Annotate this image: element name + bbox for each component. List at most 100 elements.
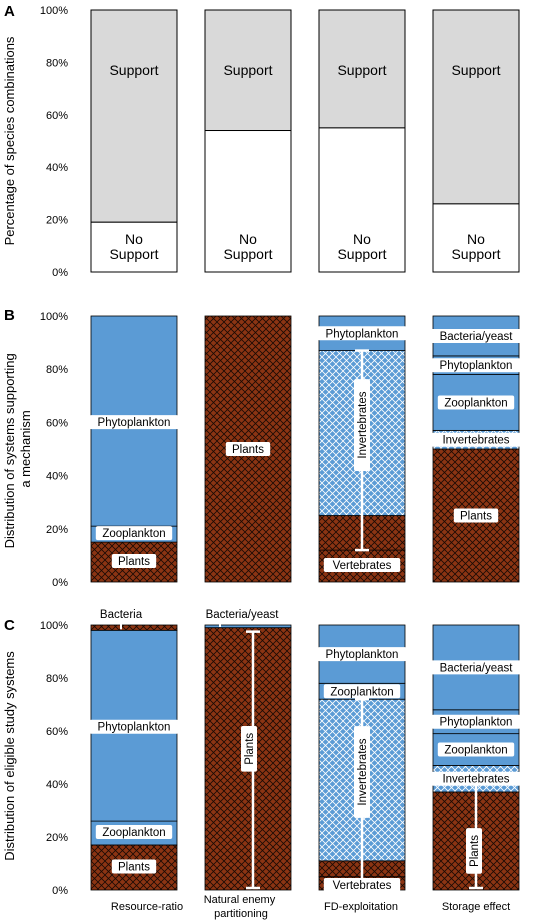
segment-label: Bacteria/yeast [440, 331, 514, 343]
segment-label: Phytoplankton [440, 717, 513, 729]
segment-label: Plants [118, 556, 150, 568]
segment-label: Zooplankton [330, 686, 393, 698]
segment-label-bg [453, 508, 499, 523]
segment-label: Phytoplankton [326, 328, 399, 340]
segment-label: Plants [469, 835, 481, 867]
plot-layer: 0% 20% 40% 60% 80% 100% 0% 20% 40% 60% 80% 100% 0% 20… [40, 5, 524, 897]
bar-no-support [318, 127, 406, 273]
segment-label-bg [431, 771, 521, 786]
bar-support [432, 9, 520, 205]
y-tick-label: 40% [46, 162, 68, 174]
y-axis-label-c: Distribution of eligible study systems [2, 651, 17, 861]
y-tick-label: 100% [40, 5, 68, 17]
y-tick-label: 60% [46, 417, 68, 429]
segment-label-bg [431, 714, 521, 729]
bar-support [318, 9, 406, 129]
bar-no-support [432, 203, 520, 273]
bar-label-support: Support [451, 62, 500, 78]
segment-label-bg [437, 742, 515, 757]
y-tick-label: 20% [46, 832, 68, 844]
segment-label: Vertebrates [333, 880, 392, 892]
y-tick-label: 0% [52, 577, 68, 589]
y-tick-label: 0% [52, 885, 68, 897]
segment-label-bg [317, 326, 407, 341]
segment-label: Bacteria [100, 609, 143, 621]
segment-label-bg [89, 415, 179, 430]
segment-label-bg [428, 328, 524, 343]
segment-label: Zooplankton [102, 528, 165, 540]
x-category-natural-enemy: Natural enemy partitioning [204, 894, 279, 920]
y-axis-label-a: Percentage of species combinations [2, 36, 17, 245]
y-tick-label: 100% [40, 620, 68, 632]
segment-label-bg [437, 395, 515, 410]
bar-label-no-support: No Support [337, 231, 386, 262]
segment-label-bg [323, 684, 401, 699]
panel-letter-a: A [4, 3, 15, 20]
segment-label-bg [89, 719, 179, 734]
segment-label-bg [354, 379, 370, 471]
segment-label: Plants [232, 444, 264, 456]
segment-label-bg [323, 878, 401, 892]
segment-label-bg [466, 828, 482, 874]
x-category-fd-exploitation: FD-exploitation [324, 901, 398, 913]
segment-label-bg [241, 726, 257, 772]
y-tick-label: 100% [40, 311, 68, 323]
bar-segment [204, 624, 292, 629]
bar-label-no-support: No Support [109, 231, 158, 262]
segment-label-bg [431, 432, 521, 447]
segment-label: Plants [460, 511, 492, 523]
segment-label: Plants [118, 861, 150, 873]
segment-label: Phytoplankton [98, 722, 171, 734]
segment-label-bg [92, 607, 150, 621]
segment-label-bg [323, 558, 401, 572]
bar-label-no-support: No Support [223, 231, 272, 262]
bar-label-support: Support [109, 62, 158, 78]
segment-label: Invertebrates [357, 391, 369, 458]
segment-label: Invertebrates [357, 738, 369, 805]
segment-label: Bacteria/yeast [206, 609, 280, 621]
segment-label-bg [111, 554, 157, 569]
segment-label: Plants [244, 733, 256, 765]
segment-label-bg [428, 660, 524, 675]
segment-label: Invertebrates [442, 435, 509, 447]
y-tick-label: 40% [46, 779, 68, 791]
segment-label: Zooplankton [444, 397, 507, 409]
segment-label-bg [317, 647, 407, 662]
segment-label-bg [431, 358, 521, 373]
bar-label-support: Support [223, 62, 272, 78]
y-tick-label: 60% [46, 110, 68, 122]
bar-support [204, 9, 292, 132]
segment-label-bg [194, 607, 290, 621]
x-category-storage-effect: Storage effect [442, 901, 510, 913]
segment-label-bg [354, 726, 370, 818]
y-tick-label: 20% [46, 215, 68, 227]
bar-no-support [90, 221, 178, 273]
panel-letter-b: B [4, 307, 15, 324]
bar-support [90, 9, 178, 223]
y-tick-label: 0% [52, 267, 68, 279]
bar-segment [90, 624, 178, 631]
bar-label-support: Support [337, 62, 386, 78]
segment-label: Zooplankton [102, 827, 165, 839]
segment-label-bg [225, 442, 271, 456]
segment-label: Bacteria/yeast [440, 662, 514, 674]
segment-label: Vertebrates [333, 560, 392, 572]
panel-letter-c: C [4, 617, 15, 634]
y-axis-label-b: Distribution of systems supporting a mec… [2, 350, 33, 549]
y-tick-label: 20% [46, 524, 68, 536]
segment-label-bg [111, 859, 157, 874]
segment-label: Invertebrates [442, 774, 509, 786]
y-tick-label: 80% [46, 673, 68, 685]
x-category-resource-ratio: Resource-ratio [111, 901, 183, 913]
segment-label-bg [95, 526, 173, 541]
y-tick-label: 40% [46, 471, 68, 483]
segment-label: Phytoplankton [98, 417, 171, 429]
y-tick-label: 60% [46, 726, 68, 738]
bar-no-support [204, 130, 292, 273]
segment-label-bg [95, 825, 173, 840]
segment-label: Phytoplankton [326, 649, 399, 661]
bar-label-no-support: No Support [451, 231, 500, 262]
y-tick-label: 80% [46, 57, 68, 69]
y-tick-label: 80% [46, 364, 68, 376]
